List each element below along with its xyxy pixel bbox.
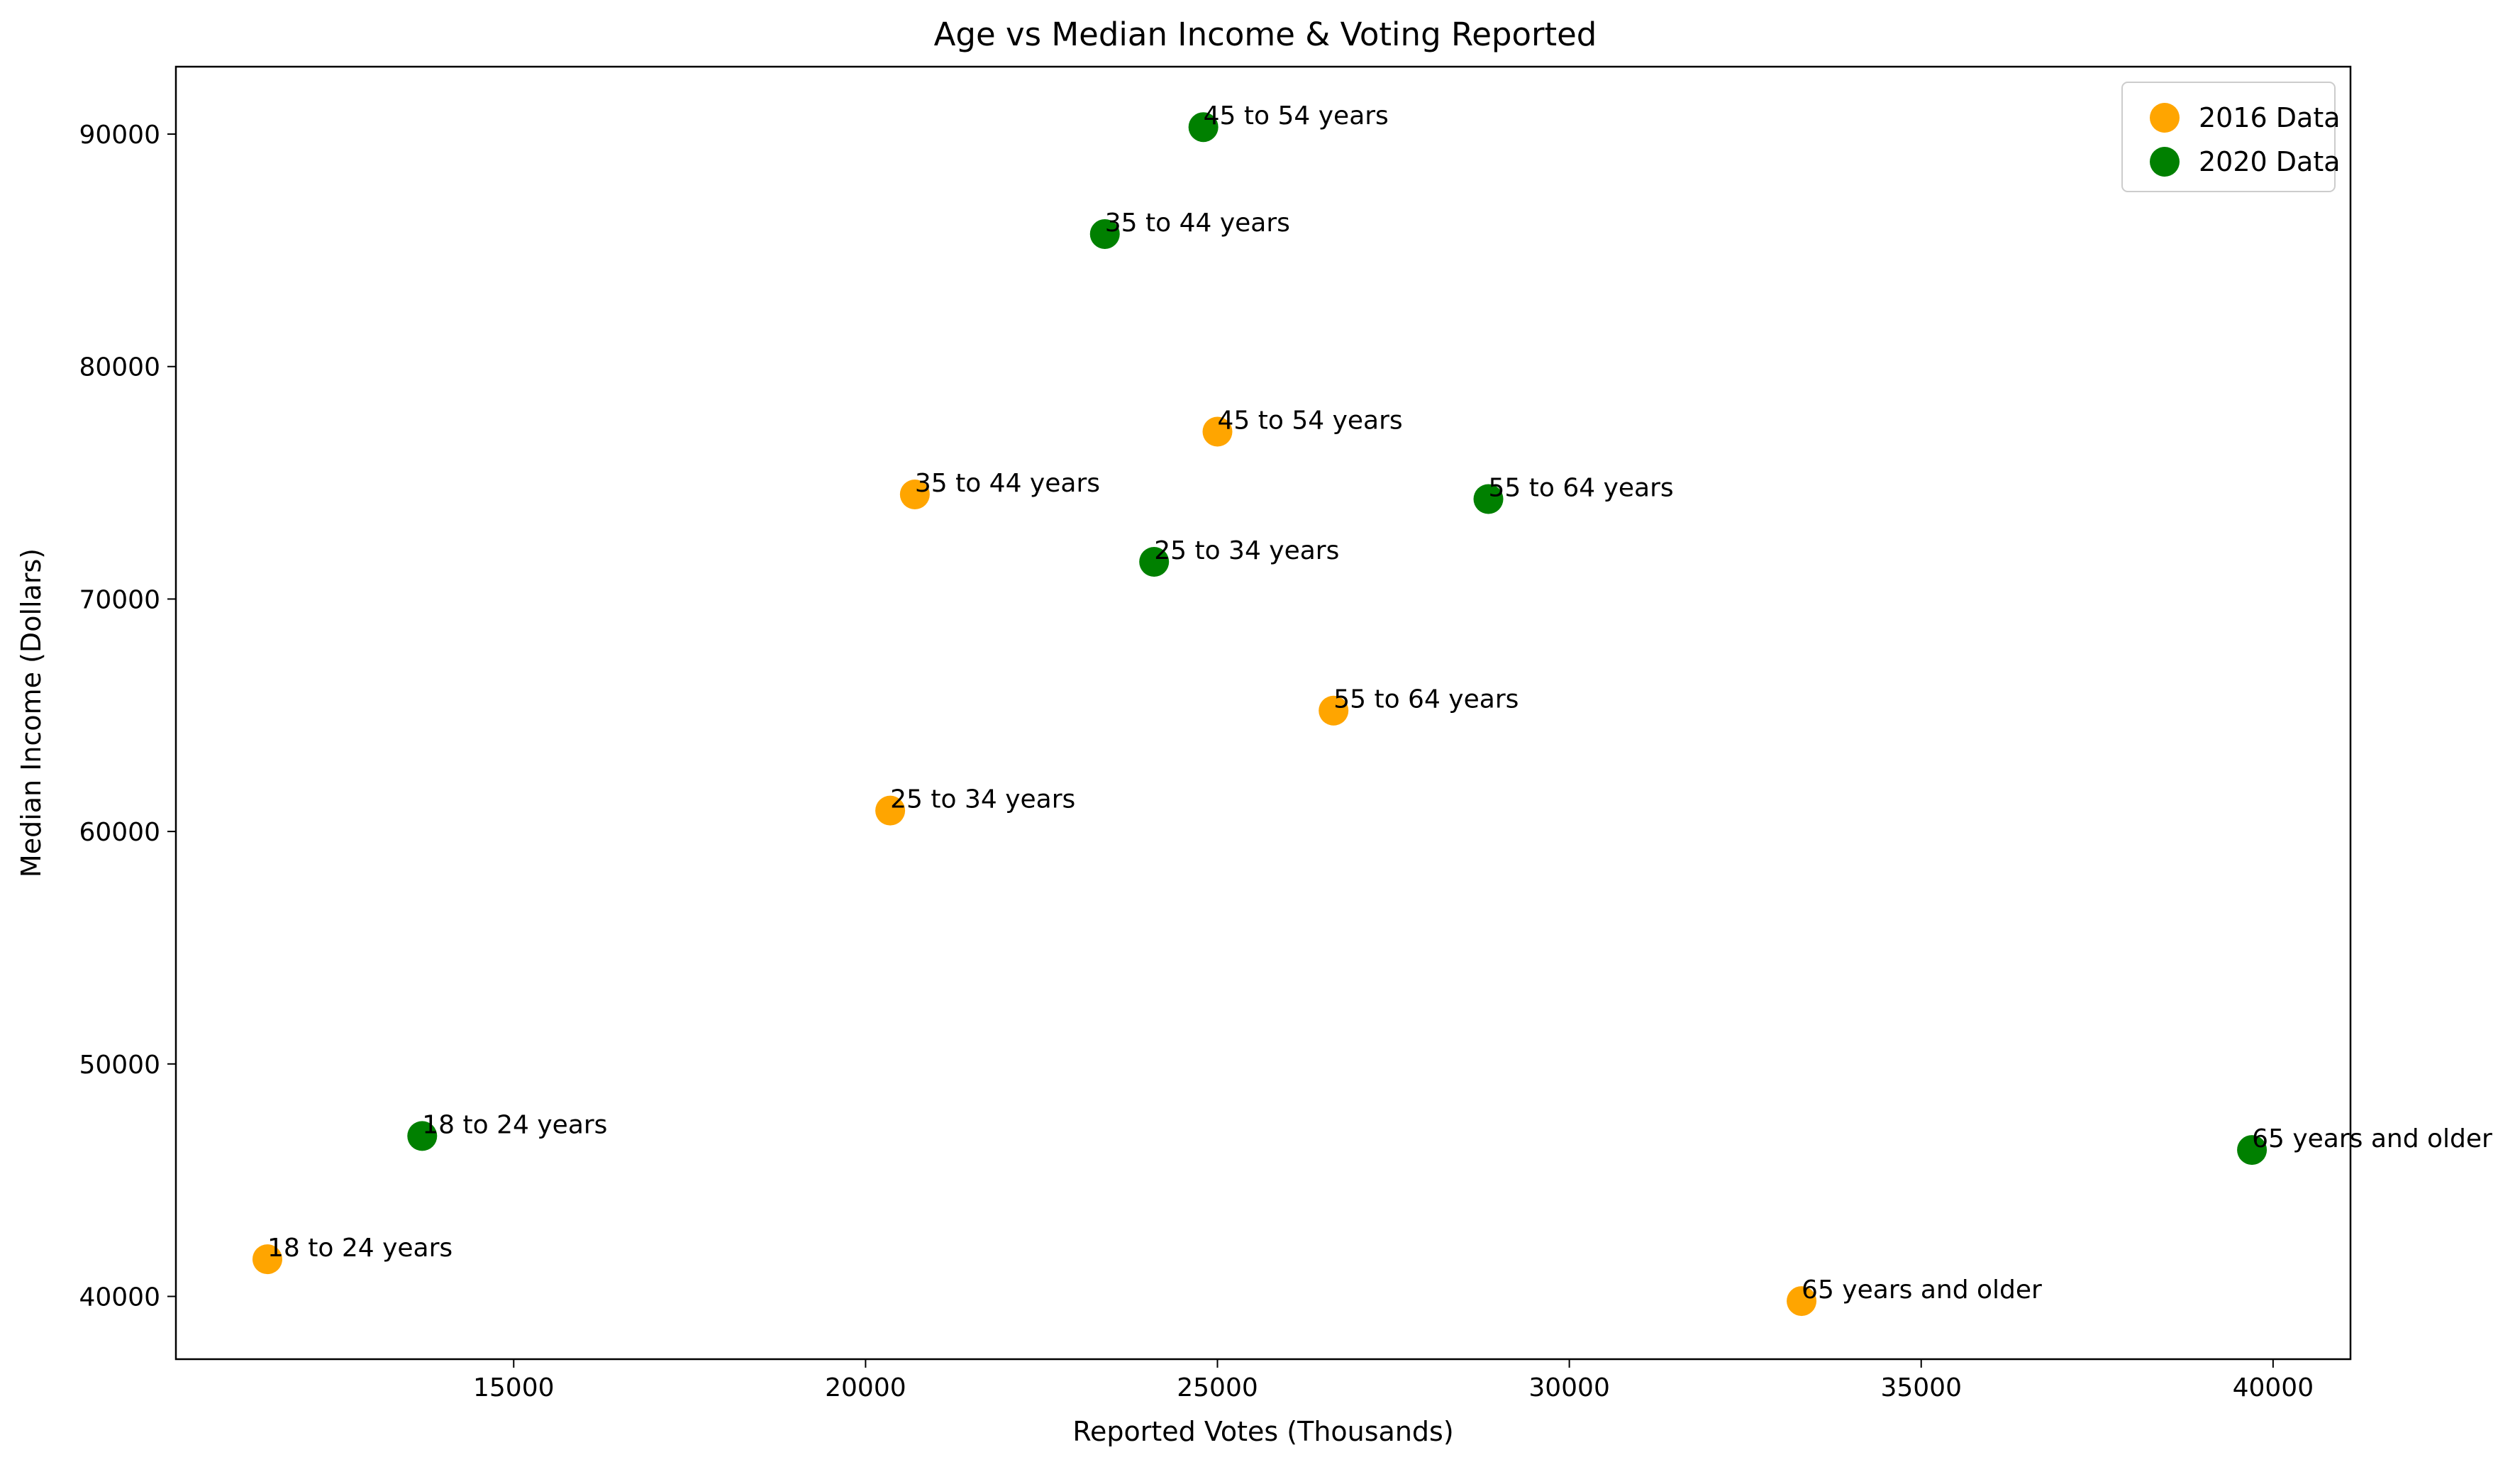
data-point-series-2 (407, 1121, 438, 1151)
point-label: 55 to 64 years (1333, 685, 1519, 714)
point-label: 65 years and older (2252, 1124, 2492, 1153)
data-point-series-1 (252, 1244, 282, 1275)
y-axis-label: Median Income (Dollars) (16, 548, 47, 878)
y-tick-label: 80000 (79, 353, 160, 382)
legend: 2016 Data 2020 Data (2121, 82, 2341, 192)
x-tick-label: 20000 (825, 1373, 906, 1402)
axis-ticks: 15000 20000 25000 30000 35000 40000 40000 50000… (79, 121, 2314, 1402)
chart-title: Age vs Median Income & Voting Reported (934, 16, 1597, 53)
x-tick-label: 35000 (1880, 1373, 1962, 1402)
legend-marker (2150, 147, 2180, 177)
data-point-series-2 (1188, 112, 1219, 143)
data-point-series-2 (1139, 546, 1170, 577)
point-label: 35 to 44 years (1105, 209, 1290, 238)
point-label: 25 to 34 years (1154, 536, 1339, 565)
legend-marker (2150, 103, 2180, 133)
data-point-series-1 (1202, 416, 1233, 447)
x-tick-label: 15000 (473, 1373, 555, 1402)
legend-label: 2020 Data (2199, 146, 2341, 177)
point-label: 45 to 54 years (1204, 101, 1389, 131)
y-tick-label: 90000 (79, 121, 160, 150)
plot-area-frame (174, 65, 2352, 1361)
data-point-series-2 (1089, 218, 1120, 249)
x-axis-label: Reported Votes (Thousands) (1072, 1416, 1453, 1447)
point-label: 65 years and older (1802, 1275, 2042, 1305)
data-point-series-2 (1473, 484, 1504, 514)
point-label: 45 to 54 years (1218, 406, 1403, 435)
data-point-series-1 (875, 795, 906, 826)
x-tick-label: 40000 (2233, 1373, 2314, 1402)
x-tick-label: 25000 (1177, 1373, 1258, 1402)
y-tick-label: 60000 (79, 818, 160, 847)
legend-label: 2016 Data (2199, 102, 2341, 133)
y-tick-label: 40000 (79, 1283, 160, 1312)
data-point-series-2 (2237, 1135, 2268, 1166)
point-labels: 18 to 24 years 25 to 34 years 35 to 44 yea… (267, 101, 2492, 1305)
point-label: 35 to 44 years (915, 469, 1100, 498)
data-points (252, 112, 2268, 1317)
y-tick-label: 70000 (79, 585, 160, 614)
data-point-series-1 (1319, 695, 1349, 726)
x-tick-label: 30000 (1528, 1373, 1610, 1402)
data-point-series-1 (1787, 1286, 1817, 1317)
data-point-series-1 (899, 479, 930, 509)
point-label: 55 to 64 years (1489, 474, 1674, 503)
point-label: 18 to 24 years (267, 1234, 453, 1263)
y-tick-label: 50000 (79, 1051, 160, 1080)
point-label: 25 to 34 years (890, 785, 1075, 814)
point-label: 18 to 24 years (422, 1110, 607, 1139)
